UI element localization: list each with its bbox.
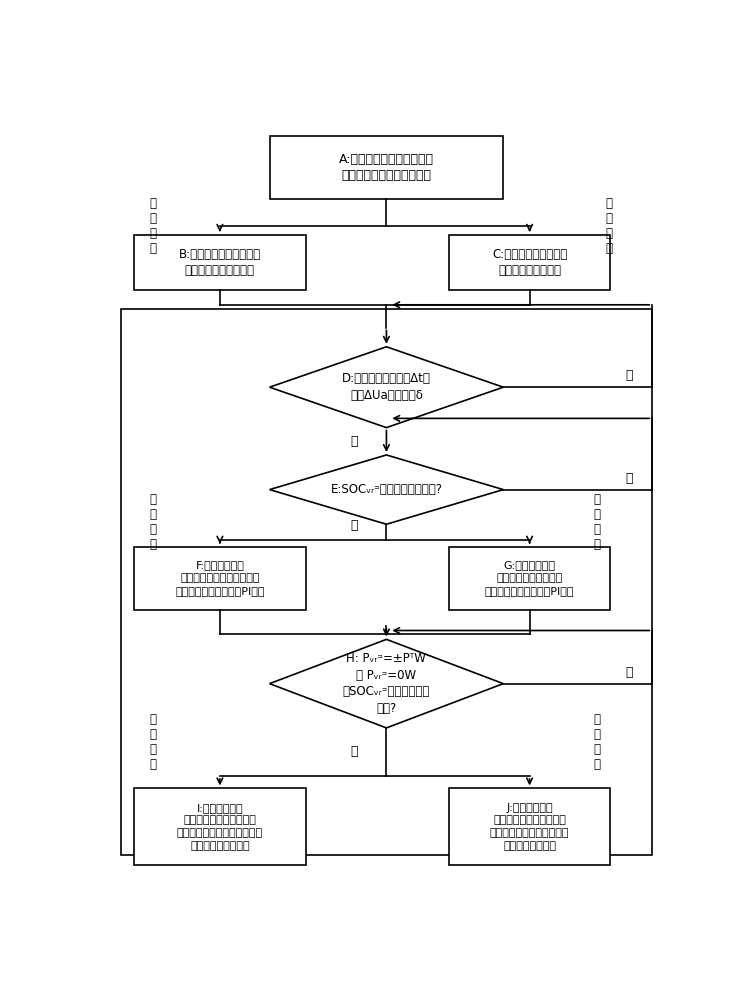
FancyBboxPatch shape <box>133 788 306 865</box>
Text: 孤
岛
运
行: 孤 岛 运 行 <box>149 493 156 551</box>
FancyBboxPatch shape <box>133 235 306 290</box>
Text: A:调压控制器根据系统运行
状态选择一次下垂调压系统: A:调压控制器根据系统运行 状态选择一次下垂调压系统 <box>339 153 434 182</box>
Polygon shape <box>270 639 504 728</box>
Text: 否: 否 <box>625 369 633 382</box>
Text: 并
网
运
行: 并 网 运 行 <box>593 493 600 551</box>
Text: J:退出二次调压
钒电池储能系统输出关闭
并网系统由功率锁定模式恢
复到下垂调压模式: J:退出二次调压 钒电池储能系统输出关闭 并网系统由功率锁定模式恢 复到下垂调压… <box>490 803 569 851</box>
Text: 并
网
运
行: 并 网 运 行 <box>605 197 612 255</box>
Text: G:进行二次调压
锁定并网系统输出功率
钒电池系统启动双闭环PI控制: G:进行二次调压 锁定并网系统输出功率 钒电池系统启动双闭环PI控制 <box>485 560 575 596</box>
Text: 是: 是 <box>351 435 358 448</box>
Text: C:并网系统作为下垂调
压系统进行一次调压: C:并网系统作为下垂调 压系统进行一次调压 <box>492 248 567 277</box>
Text: 并
网
运
行: 并 网 运 行 <box>593 713 600 771</box>
Text: 孤
岛
运
行: 孤 岛 运 行 <box>149 197 156 255</box>
Text: 孤
岛
运
行: 孤 岛 运 行 <box>149 713 156 771</box>
Text: H: Pᵥᵣᵙ=±PᵀW
或 Pᵥᵣᵙ=0W
或SOCᵥᵣᵙ超出正常工作
范围?: H: Pᵥᵣᵙ=±PᵀW 或 Pᵥᵣᵙ=0W 或SOCᵥᵣᵙ超出正常工作 范围? <box>343 652 430 715</box>
Bar <box>121 309 652 855</box>
Text: I:退出二次调压
钒电池储能系统输出关闭
混合储能系统由功率锁定模式
恢复到下垂调压模式: I:退出二次调压 钒电池储能系统输出关闭 混合储能系统由功率锁定模式 恢复到下垂… <box>177 803 263 851</box>
FancyBboxPatch shape <box>449 788 610 865</box>
Text: D:调压控制器判断在Δt时
间内ΔUa是否小于δ: D:调压控制器判断在Δt时 间内ΔUa是否小于δ <box>342 372 431 402</box>
FancyBboxPatch shape <box>449 235 610 290</box>
Text: 是: 是 <box>351 519 358 532</box>
FancyBboxPatch shape <box>133 547 306 610</box>
Text: F:进行二次调压
锁定混合储能系统输出功率
钒电池系统启动双闭环PI控制: F:进行二次调压 锁定混合储能系统输出功率 钒电池系统启动双闭环PI控制 <box>175 560 265 596</box>
Text: B:混合储能系统作为下垂
调压系统进行一次调压: B:混合储能系统作为下垂 调压系统进行一次调压 <box>179 248 261 277</box>
Polygon shape <box>270 455 504 524</box>
FancyBboxPatch shape <box>449 547 610 610</box>
Polygon shape <box>270 347 504 428</box>
Text: 是: 是 <box>351 745 358 758</box>
FancyBboxPatch shape <box>270 136 504 199</box>
Text: 否: 否 <box>625 472 633 485</box>
Text: 否: 否 <box>625 666 633 679</box>
Text: E:SOCᵥᵣᵙ处于正常工作范围?: E:SOCᵥᵣᵙ处于正常工作范围? <box>330 483 443 496</box>
